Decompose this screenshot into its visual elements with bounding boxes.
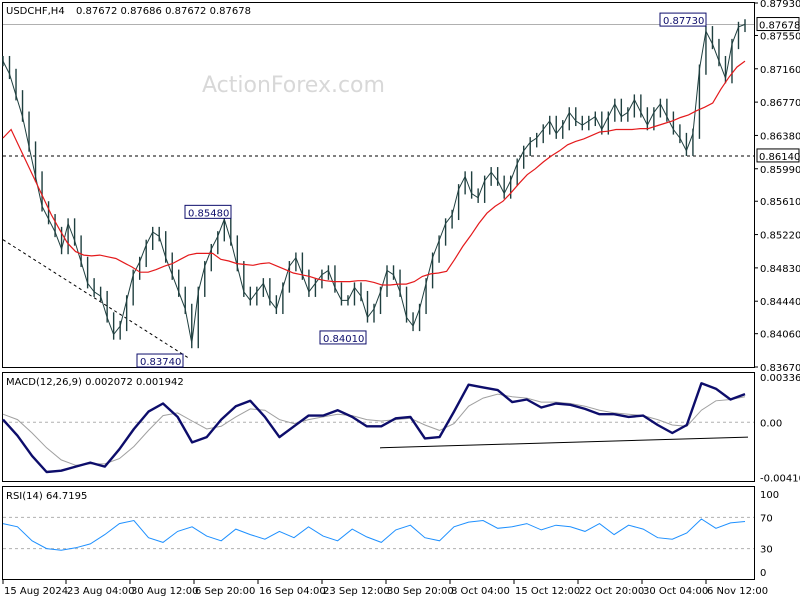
macd-y-tick-label: -0.004108	[760, 473, 800, 484]
annotation-label: 0.84010	[323, 334, 364, 345]
price-annotation: 0.84010	[319, 330, 367, 345]
price-annotation: 0.87730	[659, 12, 707, 27]
price-tag-label: 0.87678	[759, 21, 800, 32]
macd-panel	[2, 382, 754, 474]
price-tag-label: 0.86140	[759, 152, 800, 163]
x-tick-label: 6 Sep 20:00	[195, 586, 255, 597]
rsi-y-tick-label: 0	[760, 568, 766, 579]
price-axis-tag: 0.87678	[756, 17, 800, 32]
x-tick-label: 15 Aug 2024	[4, 586, 68, 597]
rsi-y-tick-label: 100	[760, 490, 779, 501]
x-tick-label: 23 Aug 04:00	[67, 586, 134, 597]
price-y-tick-label: 0.86770	[760, 98, 800, 109]
annotation-box	[659, 12, 707, 27]
price-panel-frame	[2, 2, 755, 368]
rsi-title: RSI(14) 64.7195	[6, 491, 87, 502]
symbol-label: USDCHF,H4	[6, 6, 65, 17]
macd-y-tick-label: 0.003361	[760, 373, 800, 384]
annotation-label: 0.87730	[663, 16, 704, 27]
annotation-label: 0.83740	[140, 357, 181, 368]
price-y-tick-label: 0.84830	[760, 264, 800, 275]
price-axis-tag: 0.86140	[756, 148, 800, 163]
macd-line	[2, 382, 746, 474]
rsi-y-tick-label: 30	[760, 545, 773, 556]
macd-signal-line	[2, 393, 746, 466]
x-tick-label: 23 Sep 12:00	[323, 586, 390, 597]
annotation-box	[184, 204, 232, 219]
moving-average-line	[2, 60, 746, 286]
price-y-tick-label: 0.87550	[760, 31, 800, 42]
ohlc-readout: 0.87672 0.87686 0.87672 0.87678	[76, 6, 251, 17]
annotation-box	[136, 353, 184, 368]
price-annotation: 0.85480	[184, 204, 232, 219]
x-tick-label: 16 Sep 04:00	[259, 586, 326, 597]
price-y-tick-label: 0.83670	[760, 363, 800, 374]
rsi-panel	[2, 516, 754, 551]
annotation-box	[319, 330, 367, 345]
x-tick-label: 6 Nov 12:00	[707, 586, 768, 597]
price-y-tick-label: 0.85990	[760, 165, 800, 176]
rsi-y-tick-label: 70	[760, 513, 773, 524]
annotation-label: 0.85480	[188, 208, 229, 219]
x-tick-label: 15 Oct 12:00	[515, 586, 580, 597]
x-tick-label: 22 Oct 20:00	[579, 586, 644, 597]
watermark: ActionForex.com	[202, 73, 385, 98]
macd-y-tick-label: 0.00	[760, 418, 782, 429]
price-y-tick-label: 0.84440	[760, 297, 800, 308]
trendline	[2, 239, 189, 359]
macd-panel-frame	[2, 372, 755, 482]
price-tag-box	[756, 17, 800, 32]
macd-title: MACD(12,26,9) 0.002072 0.001942	[6, 377, 184, 388]
price-y-tick-label: 0.87160	[760, 65, 800, 76]
price-y-tick-label: 0.85220	[760, 231, 800, 242]
x-tick-label: 8 Oct 04:00	[451, 586, 510, 597]
price-annotation: 0.83740	[136, 353, 184, 368]
price-y-tick-label: 0.84060	[760, 330, 800, 341]
price-line	[2, 23, 746, 344]
x-tick-label: 30 Oct 04:00	[643, 586, 708, 597]
price-y-tick-label: 0.86380	[760, 131, 800, 142]
price-panel: 0.87730 0.85480 0.83740 0.84010	[2, 12, 754, 368]
macd-trendline	[379, 436, 749, 449]
x-tick-label: 30 Aug 12:00	[131, 586, 198, 597]
price-tag-box	[756, 148, 800, 163]
rsi-panel-frame	[2, 486, 755, 580]
x-tick-label: 30 Sep 20:00	[387, 586, 454, 597]
rsi-line	[2, 518, 746, 551]
price-y-tick-label: 0.87930	[760, 0, 800, 10]
price-y-tick-label: 0.85610	[760, 197, 800, 208]
